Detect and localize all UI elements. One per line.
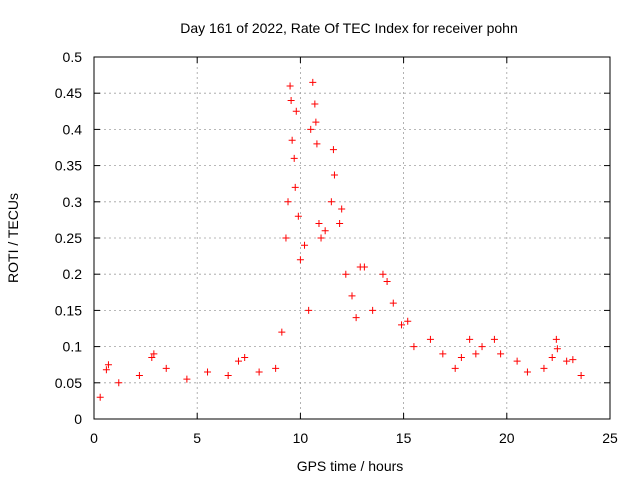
x-tick-label: 0 xyxy=(90,430,98,446)
data-point xyxy=(286,82,294,90)
data-point xyxy=(569,356,577,364)
data-point xyxy=(272,364,280,372)
data-point xyxy=(352,314,360,322)
data-point xyxy=(404,317,412,325)
y-tick-label: 0.5 xyxy=(63,49,83,65)
data-point xyxy=(282,234,290,242)
data-point xyxy=(312,118,320,126)
data-point xyxy=(162,364,170,372)
data-point xyxy=(348,292,356,300)
data-point xyxy=(290,154,298,162)
x-tick-label: 10 xyxy=(293,430,309,446)
data-point xyxy=(150,350,158,358)
tick-marks xyxy=(93,56,611,420)
data-point xyxy=(311,100,319,108)
data-point xyxy=(305,306,313,314)
x-tick-label: 20 xyxy=(499,430,515,446)
data-point xyxy=(523,368,531,376)
data-point xyxy=(96,393,104,401)
plot-frame xyxy=(93,56,611,420)
data-point xyxy=(540,364,548,372)
data-point xyxy=(135,372,143,380)
data-point xyxy=(288,136,296,144)
data-point xyxy=(439,350,447,358)
x-tick-label: 15 xyxy=(396,430,412,446)
x-tick-label: 25 xyxy=(602,430,618,446)
y-tick-label: 0.1 xyxy=(63,339,83,355)
data-point xyxy=(552,335,560,343)
data-point xyxy=(410,343,418,351)
data-point xyxy=(307,125,315,133)
data-point xyxy=(457,353,465,361)
data-point xyxy=(577,372,585,380)
data-point xyxy=(309,78,317,86)
y-tick-labels: 0 0.05 0.1 0.15 0.2 0.25 0.3 0.35 0.4 0.45 0.5 xyxy=(55,49,82,427)
data-point xyxy=(389,299,397,307)
x-axis-label: GPS time / hours xyxy=(297,458,404,474)
data-point xyxy=(284,198,292,206)
data-point xyxy=(327,198,335,206)
x-tick-labels: 0 5 10 15 20 25 xyxy=(90,430,618,446)
y-tick-label: 0 xyxy=(74,411,82,427)
data-point xyxy=(104,361,112,369)
data-point xyxy=(148,353,156,361)
data-point xyxy=(338,205,346,213)
data-point xyxy=(548,353,556,361)
data-point xyxy=(383,277,391,285)
data-point xyxy=(336,220,344,228)
data-point xyxy=(224,372,232,380)
y-tick-label: 0.25 xyxy=(55,230,82,246)
data-point xyxy=(330,171,338,179)
y-tick-label: 0.05 xyxy=(55,375,82,391)
data-point xyxy=(451,364,459,372)
data-point xyxy=(379,270,387,278)
data-point xyxy=(313,140,321,148)
y-tick-label: 0.35 xyxy=(55,158,82,174)
data-point xyxy=(426,335,434,343)
data-point xyxy=(398,321,406,329)
data-point xyxy=(513,357,521,365)
data-point xyxy=(317,234,325,242)
data-point xyxy=(287,96,295,104)
data-point xyxy=(115,379,123,387)
data-point xyxy=(204,368,212,376)
data-point xyxy=(294,212,302,220)
data-points xyxy=(96,78,585,401)
data-point xyxy=(255,368,263,376)
data-point xyxy=(342,270,350,278)
data-point xyxy=(234,357,242,365)
data-point xyxy=(183,375,191,383)
y-tick-label: 0.15 xyxy=(55,302,82,318)
data-point xyxy=(301,241,309,249)
data-point xyxy=(466,335,474,343)
data-point xyxy=(472,350,480,358)
data-point xyxy=(563,357,571,365)
data-point xyxy=(291,183,299,191)
data-point xyxy=(553,345,561,353)
data-point xyxy=(292,107,300,115)
y-tick-label: 0.45 xyxy=(55,85,82,101)
x-tick-label: 5 xyxy=(193,430,201,446)
data-point xyxy=(490,335,498,343)
data-point xyxy=(321,227,329,235)
y-tick-label: 0.4 xyxy=(63,121,83,137)
data-point xyxy=(360,263,368,271)
data-point xyxy=(478,343,486,351)
chart-title: Day 161 of 2022, Rate Of TEC Index for r… xyxy=(180,20,517,36)
data-point xyxy=(241,353,249,361)
data-point xyxy=(329,146,337,154)
y-tick-label: 0.3 xyxy=(63,194,83,210)
grid-layer xyxy=(94,57,610,419)
data-point xyxy=(278,328,286,336)
y-tick-label: 0.2 xyxy=(63,266,83,282)
data-point xyxy=(102,366,110,374)
data-point xyxy=(497,350,505,358)
data-point xyxy=(315,220,323,228)
data-point xyxy=(296,256,304,264)
y-axis-label: ROTI / TECUs xyxy=(5,193,21,283)
data-point xyxy=(369,306,377,314)
